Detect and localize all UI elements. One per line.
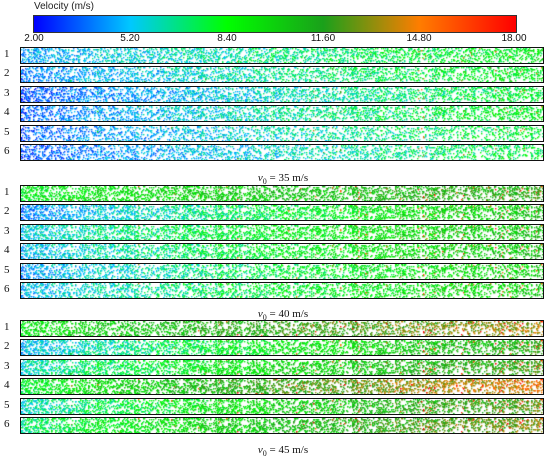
particle-field xyxy=(21,264,543,279)
particle-field xyxy=(21,321,543,336)
particle-field xyxy=(21,340,543,355)
particle-field xyxy=(21,106,543,121)
colorbar-tick: 11.60 xyxy=(310,33,336,44)
row-label: 3 xyxy=(4,360,10,372)
particle-field xyxy=(21,399,543,414)
particle-strip xyxy=(20,378,544,395)
particle-strip xyxy=(20,282,544,299)
colorbar-title: Velocity (m/s) xyxy=(34,1,95,12)
colorbar-tick: 2.00 xyxy=(24,33,44,44)
row-label: 5 xyxy=(4,399,10,411)
row-label: 1 xyxy=(4,48,10,60)
particle-field xyxy=(21,186,543,201)
particle-field xyxy=(21,48,543,63)
row-label: 2 xyxy=(4,67,10,79)
colorbar-tick: 14.80 xyxy=(406,33,432,44)
particle-strip xyxy=(20,224,544,241)
row-label: 4 xyxy=(4,244,10,256)
particle-field xyxy=(21,360,543,375)
particle-strip xyxy=(20,185,544,202)
row-label: 1 xyxy=(4,321,10,333)
row-label: 3 xyxy=(4,225,10,237)
particle-strip xyxy=(20,125,544,142)
row-label: 3 xyxy=(4,87,10,99)
row-label: 4 xyxy=(4,379,10,391)
particle-strip xyxy=(20,47,544,64)
particle-strip xyxy=(20,263,544,280)
particle-field xyxy=(21,418,543,433)
particle-field xyxy=(21,379,543,394)
particle-field xyxy=(21,67,543,82)
particle-field xyxy=(21,87,543,102)
particle-strip xyxy=(20,320,544,337)
row-label: 6 xyxy=(4,145,10,157)
particle-field xyxy=(21,145,543,160)
case-label: v0 = 40 m/s xyxy=(257,308,309,323)
particle-strip xyxy=(20,243,544,260)
particle-strip xyxy=(20,359,544,376)
particle-field xyxy=(21,244,543,259)
particle-strip xyxy=(20,417,544,434)
particle-strip xyxy=(20,144,544,161)
colorbar-tick: 8.40 xyxy=(217,33,237,44)
colorbar-tick: 18.00 xyxy=(501,33,527,44)
particle-field xyxy=(21,126,543,141)
row-label: 2 xyxy=(4,205,10,217)
row-label: 2 xyxy=(4,340,10,352)
particle-field xyxy=(21,283,543,298)
particle-strip xyxy=(20,86,544,103)
particle-strip xyxy=(20,398,544,415)
row-label: 1 xyxy=(4,186,10,198)
colorbar-tick: 5.20 xyxy=(120,33,140,44)
particle-strip xyxy=(20,105,544,122)
particle-field xyxy=(21,205,543,220)
row-label: 6 xyxy=(4,418,10,430)
row-label: 5 xyxy=(4,126,10,138)
particle-strip xyxy=(20,66,544,83)
row-label: 5 xyxy=(4,264,10,276)
particle-field xyxy=(21,225,543,240)
case-label: v0 = 45 m/s xyxy=(257,444,309,458)
velocity-colorbar xyxy=(33,15,517,33)
particle-strip xyxy=(20,204,544,221)
case-label: v0 = 35 m/s xyxy=(257,172,309,187)
particle-strip xyxy=(20,339,544,356)
row-label: 6 xyxy=(4,283,10,295)
row-label: 4 xyxy=(4,106,10,118)
